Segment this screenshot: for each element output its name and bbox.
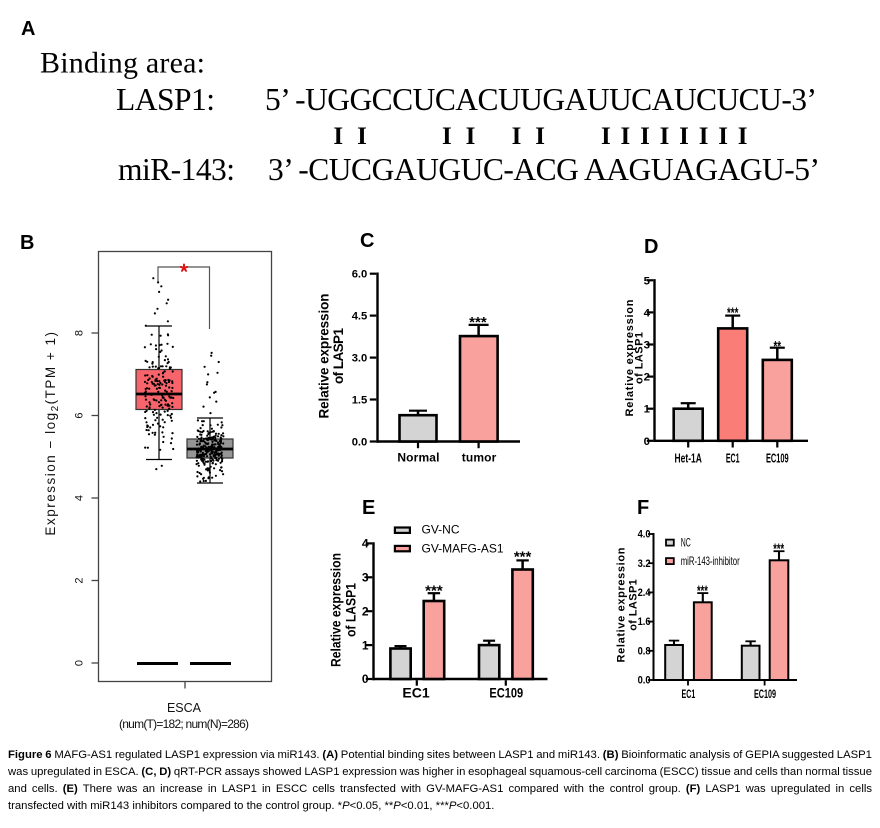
svg-text:B: B [20,232,34,254]
svg-text:0: 0 [644,436,650,448]
svg-text:D: D [644,236,658,258]
svg-text:II: II [512,123,545,150]
svg-text:1.5: 1.5 [352,395,368,407]
svg-text:EC109: EC109 [754,688,776,701]
svg-text:II: II [333,123,366,150]
svg-text:2: 2 [362,604,369,618]
svg-text:0: 0 [362,672,369,686]
svg-text:2.4: 2.4 [638,587,652,599]
svg-text:Relative expressionof LASP1: Relative expressionof LASP1 [624,299,646,416]
svg-text:1: 1 [644,404,651,416]
svg-text:0: 0 [74,660,86,666]
svg-text:A: A [21,18,35,40]
svg-text:GV-NC: GV-NC [422,522,460,536]
svg-text:II: II [442,123,475,150]
svg-text:Relative expressionof LASP1: Relative expressionof LASP1 [317,294,347,419]
svg-text:GV-MAFG-AS1: GV-MAFG-AS1 [422,541,504,555]
svg-text:C: C [360,230,374,252]
svg-text:3: 3 [362,571,369,585]
svg-text:F: F [637,497,649,519]
svg-text:***: *** [697,582,708,599]
svg-text:E: E [362,497,375,519]
svg-text:***: *** [469,314,487,331]
svg-text:miR-143:: miR-143: [118,152,235,187]
svg-text:Binding area:: Binding area: [40,47,205,80]
svg-text:4: 4 [74,495,86,501]
svg-text:0.0: 0.0 [638,675,651,687]
svg-text:4.5: 4.5 [352,311,368,323]
svg-text:Het-1A: Het-1A [675,452,702,466]
svg-text:***: *** [514,549,532,566]
svg-text:Relative expressionof LASP1: Relative expressionof LASP1 [328,553,359,667]
svg-text:2: 2 [644,372,650,384]
svg-text:miR-143-inhibitor: miR-143-inhibitor [681,555,740,568]
svg-text:EC109: EC109 [489,684,523,700]
svg-text:4: 4 [644,307,651,319]
svg-text:1: 1 [362,638,369,652]
svg-text:Expression − log2(TPM + 1): Expression − log2(TPM + 1) [43,330,61,535]
svg-text:3: 3 [644,340,650,352]
svg-text:3’ -CUCGAUGUC-ACG AAGUAGAGU-5’: 3’ -CUCGAUGUC-ACG AAGUAGAGU-5’ [268,152,820,187]
svg-text:Relative expressionof LASP1: Relative expressionof LASP1 [616,547,640,662]
svg-text:6: 6 [74,412,86,418]
svg-text:8: 8 [74,330,86,336]
svg-text:LASP1:: LASP1: [116,82,215,117]
svg-text:***: *** [425,583,443,600]
svg-text:EC1: EC1 [402,684,429,700]
svg-text:NC: NC [681,537,691,550]
svg-text:3.2: 3.2 [638,558,651,570]
svg-text:5: 5 [644,275,651,287]
svg-text:0.8: 0.8 [638,645,651,657]
svg-text:tumor: tumor [462,451,497,465]
svg-text:EC1: EC1 [682,688,696,701]
svg-text:Normal: Normal [397,451,439,465]
svg-text:IIIIIIII: IIIIIIII [601,123,748,150]
svg-text:EC1: EC1 [726,452,740,466]
svg-text:4: 4 [362,537,369,551]
svg-text:6.0: 6.0 [352,269,368,281]
svg-text:5’ -UGGCCUCACUUGAUUCAUCUCU-3’: 5’ -UGGCCUCACUUGAUUCAUCUCU-3’ [265,82,817,117]
svg-text:EC109: EC109 [766,452,789,466]
svg-text:***: *** [773,540,784,557]
svg-text:2: 2 [74,577,86,583]
svg-text:3.0: 3.0 [352,353,368,365]
svg-text:***: *** [727,305,738,322]
svg-text:(num(T)=182; num(N)=286): (num(T)=182; num(N)=286) [119,717,249,731]
svg-text:ESCA: ESCA [167,701,202,715]
svg-text:4.0: 4.0 [638,529,651,541]
svg-text:**: ** [774,338,782,355]
svg-text:1.6: 1.6 [638,616,651,628]
svg-text:0.0: 0.0 [352,437,368,449]
